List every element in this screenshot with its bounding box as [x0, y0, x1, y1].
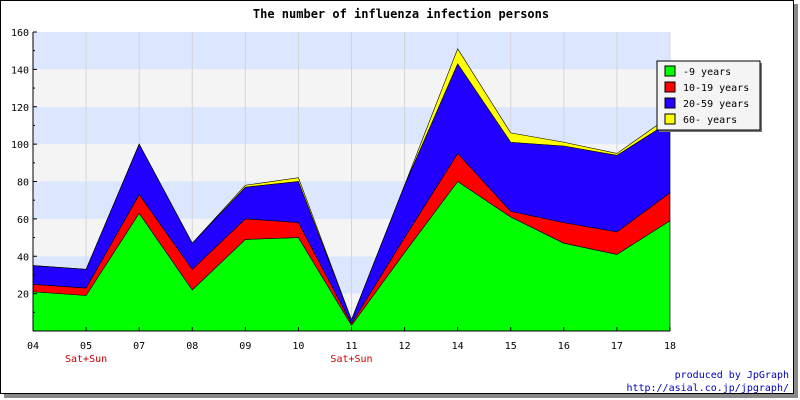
- y-tick-label: 160: [11, 28, 29, 39]
- y-tick-label: 80: [17, 178, 29, 189]
- legend-label: 60- years: [683, 115, 737, 126]
- legend: -9 years 10-19 years 20-59 years 60- years: [656, 60, 762, 132]
- x-tick-label: 08: [186, 341, 198, 352]
- x-sublabel: Sat+Sun: [330, 354, 372, 365]
- y-tick-label: 100: [11, 140, 29, 151]
- legend-label: 10-19 years: [683, 83, 749, 94]
- legend-swatch: [664, 65, 676, 77]
- legend-swatch: [664, 97, 676, 109]
- x-tick-label: 05: [80, 341, 92, 352]
- y-tick-label: 20: [17, 290, 29, 301]
- x-tick-label: 07: [133, 341, 145, 352]
- y-tick-label: 40: [17, 252, 29, 263]
- legend-swatch: [664, 81, 676, 93]
- x-tick-label: 17: [611, 341, 623, 352]
- chart-title: The number of influenza infection person…: [253, 7, 549, 21]
- legend-label: -9 years: [683, 67, 731, 78]
- credit-line-2: http://asial.co.jp/jpgraph/: [626, 383, 789, 394]
- area-chart: The number of influenza infection person…: [11, 7, 789, 394]
- legend-label: 20-59 years: [683, 99, 749, 110]
- y-tick-label: 120: [11, 103, 29, 114]
- x-tick-label: 04: [27, 341, 39, 352]
- x-sublabel: Sat+Sun: [65, 354, 107, 365]
- x-tick-label: 18: [664, 341, 676, 352]
- x-tick-label: 10: [292, 341, 304, 352]
- axes: 20 40 60 80 100 120 140 160 04 05 Sat+Sun 07 08 09 10 1…: [11, 28, 676, 365]
- x-tick-label: 09: [239, 341, 251, 352]
- y-tick-label: 140: [11, 65, 29, 76]
- y-tick-label: 60: [17, 215, 29, 226]
- chart-frame: The number of influenza infection person…: [0, 0, 794, 394]
- credit-line-1: produced by JpGraph: [675, 370, 789, 381]
- x-tick-label: 11: [345, 341, 357, 352]
- legend-swatch: [664, 113, 676, 125]
- x-tick-label: 14: [452, 341, 464, 352]
- x-tick-label: 15: [505, 341, 517, 352]
- x-tick-label: 12: [399, 341, 411, 352]
- x-tick-label: 16: [558, 341, 570, 352]
